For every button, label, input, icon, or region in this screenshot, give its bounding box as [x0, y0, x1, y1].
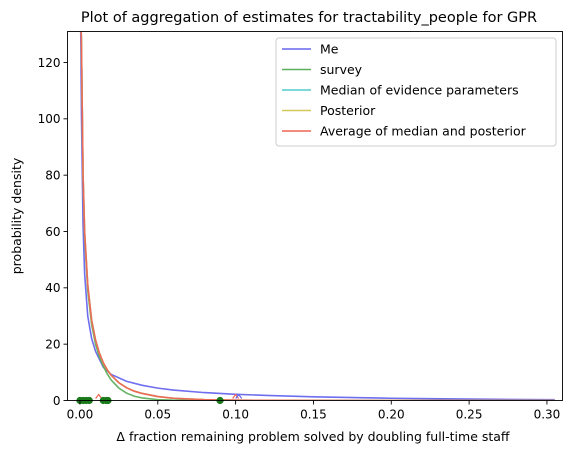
y-axis-label: probability density [9, 157, 24, 274]
y-tick-label-2: 40 [45, 281, 60, 295]
blue-marker-0 [235, 393, 243, 399]
x-axis-ticks: 0.00 0.05 0.10 0.15 0.20 0.25 0.30 [67, 400, 561, 422]
x-tick-label-4: 0.20 [378, 408, 405, 422]
legend-box [275, 37, 557, 147]
legend-label-1: survey [320, 62, 363, 77]
legend-label-0: Me [320, 41, 339, 56]
y-tick-label-4: 80 [45, 168, 60, 182]
y-tick-label-6: 120 [38, 56, 61, 70]
x-tick-label-0: 0.00 [67, 408, 94, 422]
y-tick-label-3: 60 [45, 225, 60, 239]
legend: Me survey Median of evidence parameters Pos… [275, 37, 557, 147]
red-marker-0 [95, 393, 103, 399]
y-tick-label-1: 20 [45, 337, 60, 351]
plot-frame [67, 31, 563, 401]
x-axis-label: Δ fraction remaining problem solved by d… [116, 429, 510, 444]
legend-label-4: Average of median and posterior [320, 123, 527, 138]
x-tick-label-2: 0.10 [222, 408, 249, 422]
x-tick-label-6: 0.30 [534, 408, 561, 422]
legend-label-3: Posterior [320, 103, 376, 118]
legend-label-2: Median of evidence parameters [320, 82, 519, 97]
chart-title: Plot of aggregation of estimates for tra… [81, 10, 537, 26]
series-line-0 [79, 31, 555, 401]
x-tick-label-5: 0.25 [456, 408, 483, 422]
y-axis-ticks: 0 20 40 60 80 100 120 [38, 56, 68, 408]
red-marker-1 [232, 393, 240, 399]
x-tick-label-3: 0.15 [300, 408, 327, 422]
y-tick-label-0: 0 [53, 394, 61, 408]
y-tick-label-5: 100 [38, 112, 61, 126]
x-tick-label-1: 0.05 [144, 408, 171, 422]
